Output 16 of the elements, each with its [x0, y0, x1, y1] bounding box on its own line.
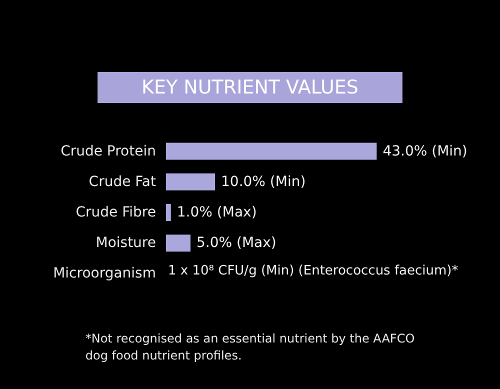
text: 1 x 10⁸ CFU/g (Min) (Enterococcus faecium)* — [168, 264, 458, 279]
data-label: 1.0% (Max) — [176, 204, 257, 220]
y-tick-label: Crude Fat — [88, 174, 156, 190]
bar — [166, 173, 215, 190]
data-label: 43.0% (Min) — [382, 143, 468, 160]
text: *Not recognised as an essential nutrient by the AAFCO dog food nutrient profiles. — [85, 332, 415, 362]
data-label: 5.0% (Max) — [196, 235, 276, 252]
bar — [166, 204, 171, 221]
chart-title: KEY NUTRIENT VALUES — [142, 76, 358, 98]
y-tick-label: Crude Protein — [60, 143, 156, 160]
y-tick-label: Crude Fibre — [76, 204, 156, 220]
y-tick-label: Moisture — [96, 235, 156, 252]
bar — [166, 234, 190, 252]
data-label: 10.0% (Min) — [221, 174, 306, 190]
y-tick-label: Microorganism — [53, 266, 156, 282]
bar — [166, 142, 377, 160]
